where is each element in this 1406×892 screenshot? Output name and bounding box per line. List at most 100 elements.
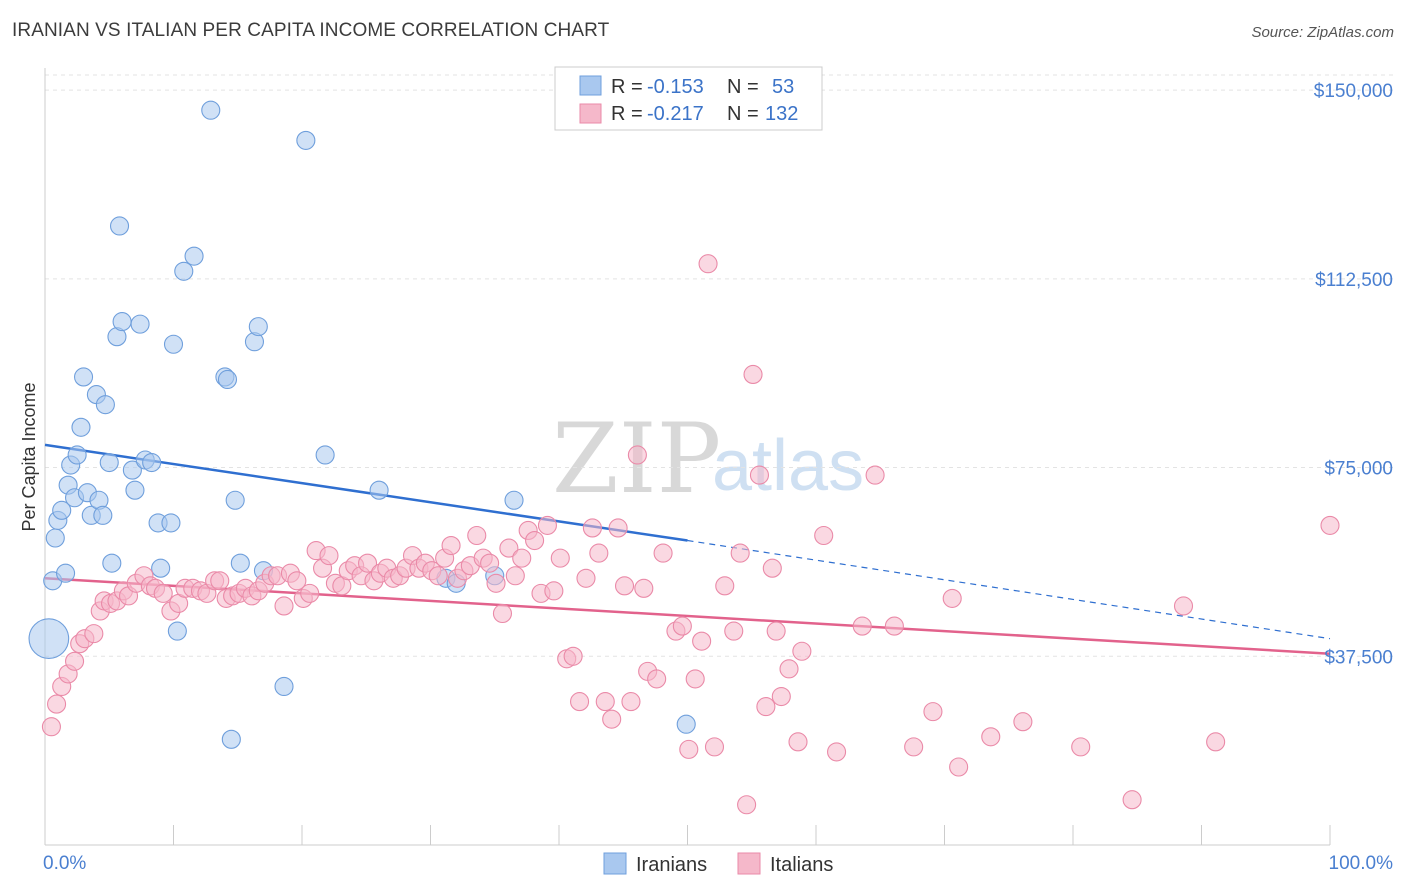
- point-italians-1: [47, 694, 67, 714]
- point-iranians-0: [28, 618, 70, 660]
- point-italians-107: [743, 364, 763, 384]
- point-iranians-21: [109, 216, 130, 236]
- correlation-legend: R = -0.153 N = 53 R = -0.217 N = 132: [554, 66, 823, 131]
- point-italians-79: [550, 548, 570, 568]
- legend-swatch-iranians: [579, 75, 602, 96]
- point-italians-70: [492, 603, 513, 624]
- bottom-legend-swatch-iranians: [603, 852, 627, 875]
- x-tick-labels: 0.0% 100.0%: [43, 853, 1393, 874]
- point-italians-92: [634, 578, 654, 598]
- point-italians-75: [525, 530, 545, 551]
- y-tick-label-2: $112,500: [1315, 270, 1393, 291]
- point-iranians-42: [248, 317, 268, 337]
- point-italians-117: [827, 742, 847, 762]
- point-italians-101: [698, 254, 718, 274]
- legend-n-value-1: 53: [772, 76, 794, 98]
- x-tick-label-0: 0.0%: [43, 853, 86, 874]
- legend-n-label-1: N =: [727, 76, 759, 98]
- trend-line-iranians-extension: [687, 539, 1331, 640]
- axes: [44, 68, 1331, 846]
- point-italians-100: [692, 631, 712, 651]
- legend-r-value-2: -0.217: [647, 103, 704, 125]
- point-iranians-37: [217, 369, 238, 390]
- point-italians-98: [679, 739, 699, 759]
- point-italians-129: [1173, 596, 1194, 616]
- point-italians-71: [499, 538, 519, 558]
- bottom-legend-label-italians: Italians: [770, 854, 833, 876]
- point-italians-7: [84, 624, 104, 644]
- point-italians-131: [1320, 515, 1340, 535]
- point-italians-119: [865, 465, 885, 485]
- point-italians-87: [602, 709, 622, 729]
- point-italians-112: [771, 686, 791, 707]
- point-italians-121: [904, 737, 924, 757]
- point-italians-69: [486, 573, 506, 593]
- point-italians-49: [357, 553, 378, 573]
- point-italians-84: [582, 518, 602, 538]
- point-italians-127: [1071, 737, 1091, 757]
- legend-r-value-1: -0.153: [647, 76, 704, 98]
- point-iranians-22: [112, 312, 132, 332]
- point-iranians-32: [167, 621, 187, 641]
- legend-r-label-2: R =: [611, 103, 643, 125]
- y-tick-label-3: $150,000: [1314, 81, 1393, 102]
- point-italians-125: [981, 727, 1001, 747]
- chart-source: Source: ZipAtlas.com: [1251, 24, 1394, 41]
- point-italians-103: [715, 576, 735, 596]
- point-italians-60: [428, 566, 448, 586]
- point-italians-110: [762, 558, 782, 578]
- point-italians-105: [730, 543, 750, 563]
- point-iranians-2: [45, 528, 65, 548]
- point-italians-83: [576, 568, 596, 588]
- point-iranians-9: [67, 445, 87, 465]
- point-italians-130: [1206, 732, 1226, 752]
- point-iranians-47: [369, 480, 389, 500]
- chart-title: IRANIAN VS ITALIAN PER CAPITA INCOME COR…: [12, 20, 610, 41]
- point-iranians-30: [161, 513, 181, 533]
- point-iranians-35: [201, 100, 221, 120]
- point-iranians-29: [151, 558, 171, 578]
- point-italians-38: [287, 571, 307, 591]
- point-iranians-39: [225, 490, 245, 510]
- point-italians-118: [852, 616, 872, 636]
- y-axis-label: Per Capita Income: [19, 382, 39, 531]
- point-italians-72: [505, 566, 525, 586]
- legend-n-label-2: N =: [727, 103, 759, 125]
- point-iranians-25: [130, 314, 150, 334]
- point-iranians-40: [230, 553, 250, 573]
- point-iranians-46: [315, 445, 335, 465]
- point-italians-66: [467, 525, 487, 546]
- point-iranians-24: [125, 480, 145, 500]
- point-italians-116: [814, 525, 834, 546]
- point-italians-82: [570, 692, 590, 712]
- point-italians-26: [210, 571, 230, 591]
- point-italians-91: [627, 445, 647, 465]
- point-italians-85: [589, 543, 609, 563]
- point-italians-97: [672, 616, 692, 636]
- point-iranians-44: [274, 676, 294, 697]
- point-italians-18: [153, 583, 173, 603]
- point-italians-40: [300, 583, 320, 603]
- point-italians-115: [792, 641, 812, 661]
- data-points: [28, 100, 1340, 815]
- point-iranians-16: [93, 505, 113, 525]
- point-iranians-27: [142, 452, 162, 473]
- point-italians-86: [595, 692, 615, 712]
- point-italians-73: [512, 548, 532, 568]
- point-iranians-5: [56, 563, 76, 583]
- point-iranians-17: [95, 395, 115, 415]
- point-italians-95: [653, 543, 673, 563]
- bottom-legend-swatch-italians: [737, 852, 761, 875]
- y-tick-label-0: $37,500: [1324, 647, 1393, 668]
- point-italians-104: [724, 621, 744, 641]
- point-italians-109: [756, 697, 776, 717]
- point-italians-126: [1013, 712, 1033, 732]
- point-italians-68: [480, 553, 500, 573]
- point-italians-81: [563, 646, 583, 666]
- point-italians-43: [319, 546, 339, 566]
- point-italians-78: [544, 581, 564, 601]
- point-italians-0: [41, 717, 61, 737]
- point-italians-108: [749, 465, 770, 485]
- y-tick-label-1: $75,000: [1324, 459, 1393, 480]
